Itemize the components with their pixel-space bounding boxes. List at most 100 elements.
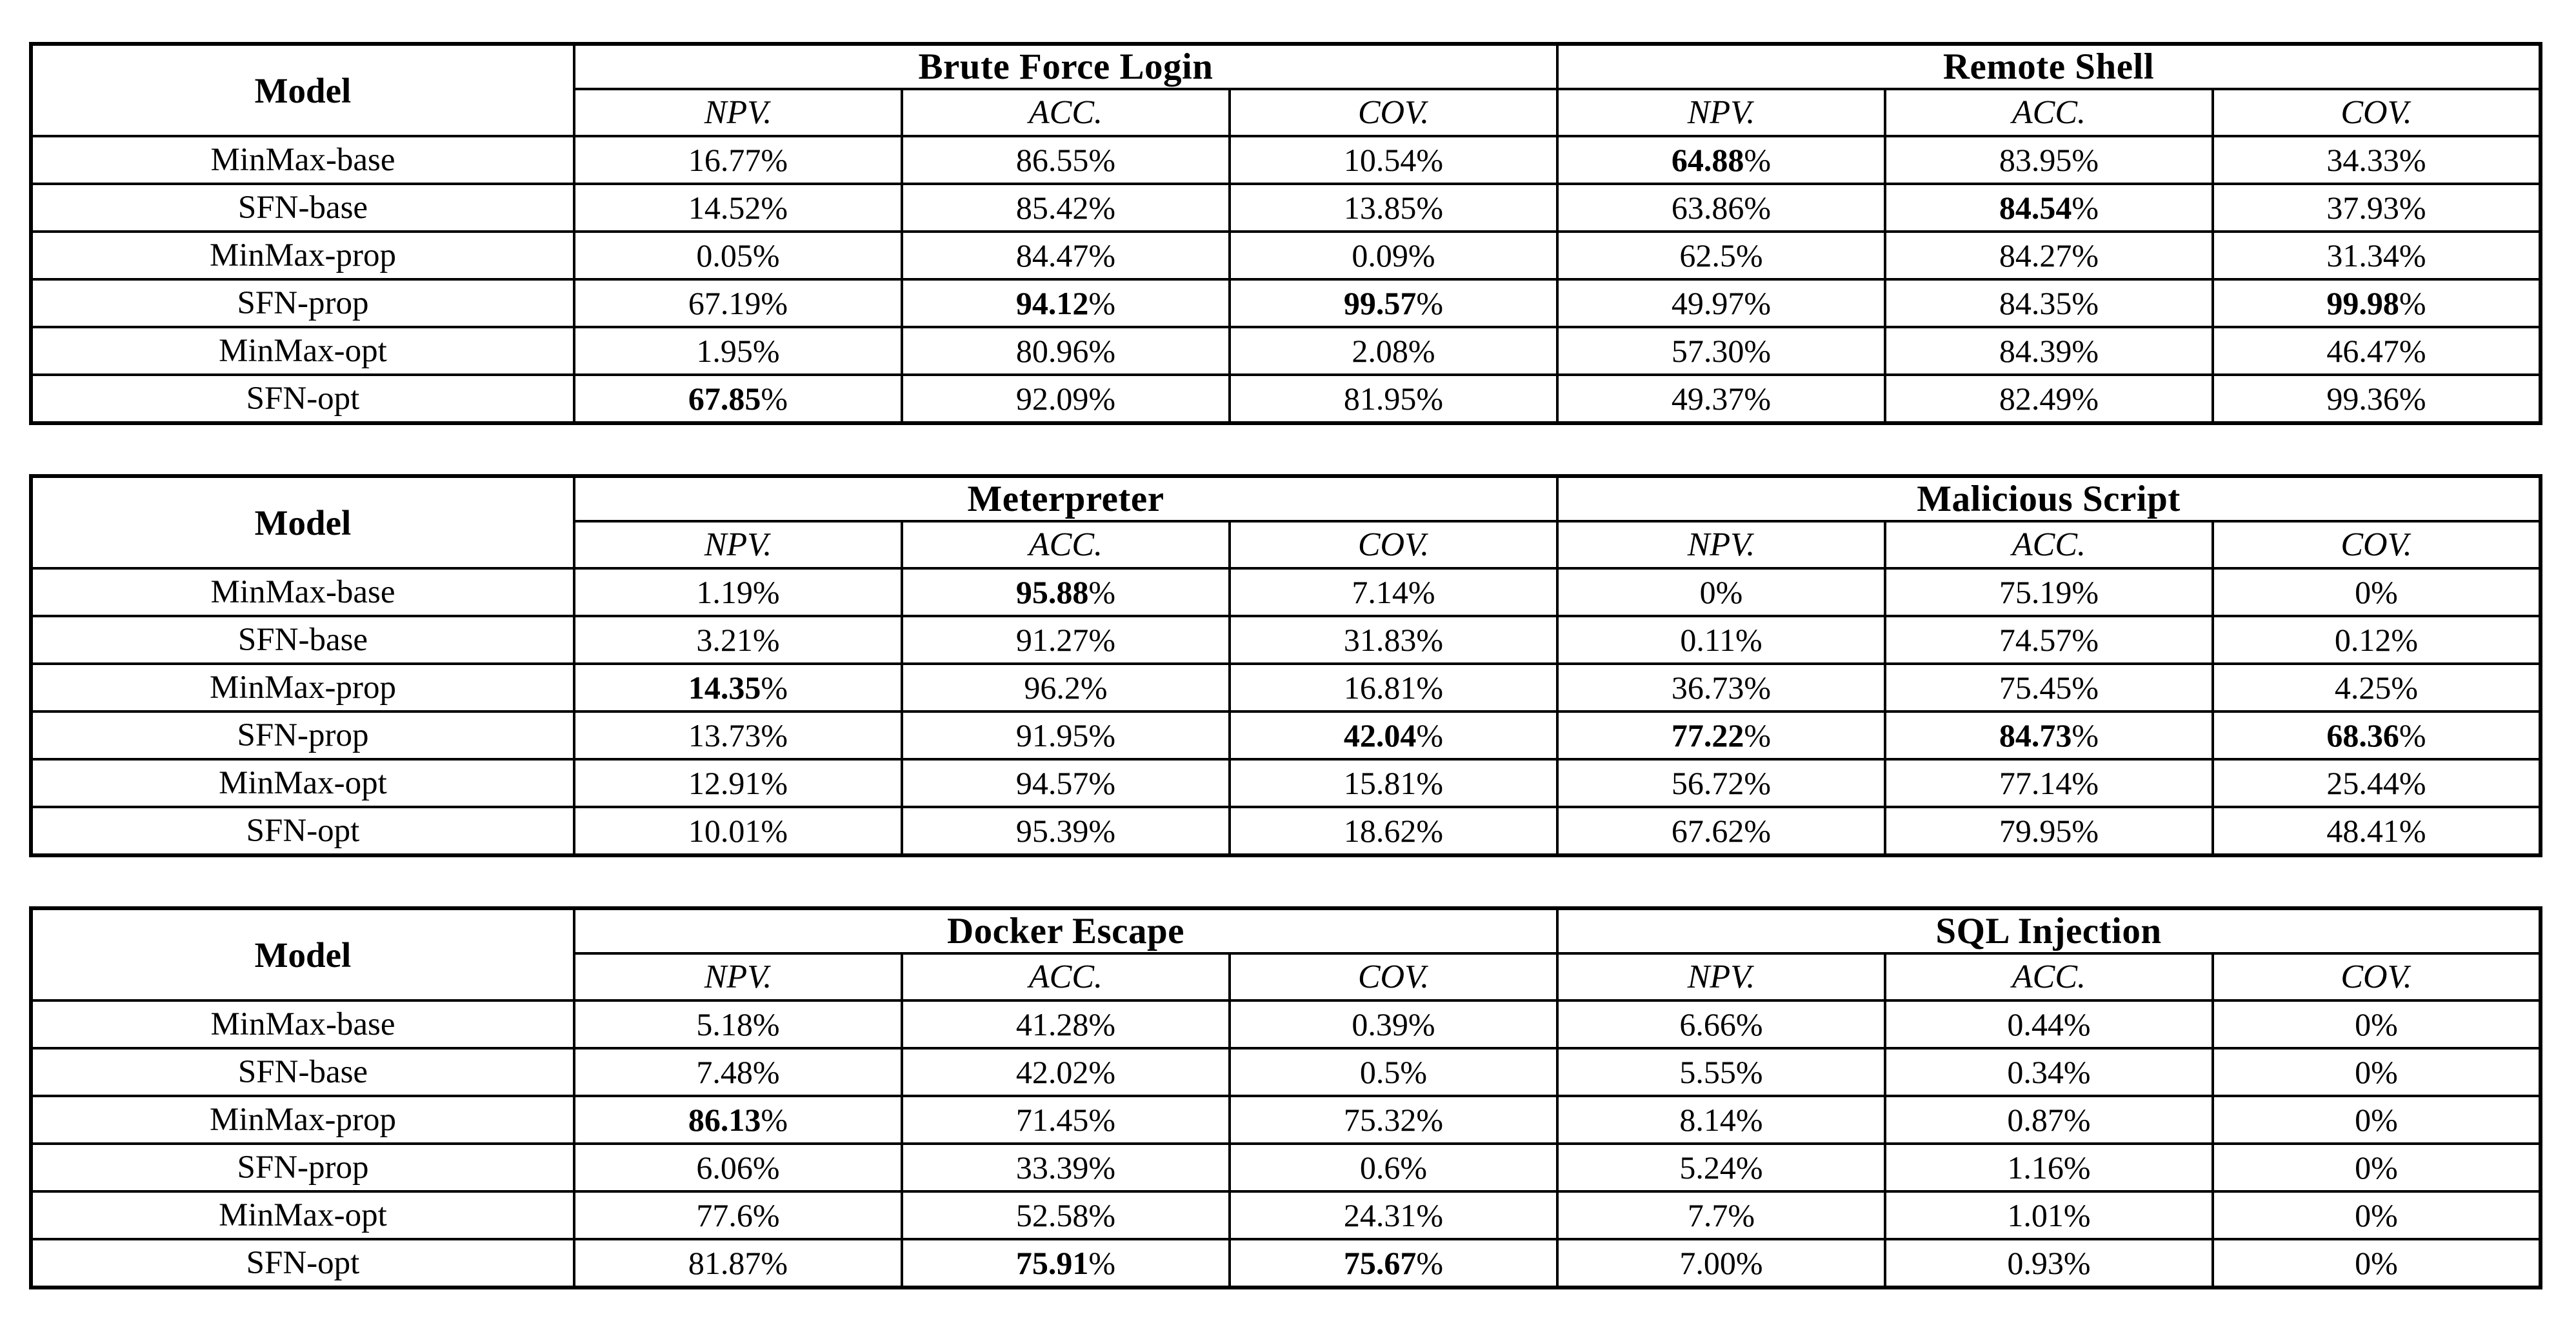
model-cell: MinMax-base: [30, 135, 575, 185]
value-cell: 0.44%: [1884, 999, 2214, 1049]
value-cell: 0.87%: [1884, 1095, 2214, 1145]
results-table-1: Model Brute Force Login Remote Shell NPV. AC…: [29, 42, 2542, 425]
value-cell: 91.27%: [901, 615, 1231, 665]
value-cell: 63.86%: [1556, 183, 1886, 233]
value-cell: 95.88%: [901, 567, 1231, 617]
metric-header: ACC.: [901, 88, 1231, 137]
value-cell: 94.12%: [901, 278, 1231, 328]
value-cell: 13.73%: [573, 710, 903, 761]
percent-sign: %: [1744, 717, 1772, 753]
table-row: MinMax-prop 86.13% 71.45% 75.32% 8.14% 0.87% 0…: [30, 1095, 2542, 1145]
value-cell: 75.32%: [1228, 1095, 1559, 1145]
metric-header: NPV.: [1556, 520, 1886, 570]
value-number: 84.54: [1999, 190, 2072, 226]
value-cell: 5.55%: [1556, 1047, 1886, 1097]
percent-sign: %: [1416, 285, 1444, 321]
table-row: SFN-base 7.48% 42.02% 0.5% 5.55% 0.34% 0%: [30, 1047, 2542, 1097]
percent-sign: %: [2072, 190, 2099, 226]
value-cell: 77.14%: [1884, 758, 2214, 808]
table-row: SFN-prop 67.19% 94.12% 99.57% 49.97% 84.35% 99…: [30, 278, 2542, 328]
value-cell: 0.39%: [1228, 999, 1559, 1049]
value-cell: 48.41%: [2212, 806, 2542, 857]
value-cell: 77.22%: [1556, 710, 1886, 761]
value-cell: 6.06%: [573, 1142, 903, 1193]
value-cell: 85.42%: [901, 183, 1231, 233]
value-cell: 12.91%: [573, 758, 903, 808]
value-cell: 5.24%: [1556, 1142, 1886, 1193]
value-cell: 7.48%: [573, 1047, 903, 1097]
value-cell: 92.09%: [901, 373, 1231, 424]
value-cell: 0%: [2212, 1190, 2542, 1240]
value-cell: 96.2%: [901, 662, 1231, 713]
value-cell: 64.88%: [1556, 135, 1886, 185]
metric-header: COV.: [1228, 952, 1559, 1002]
model-cell: SFN-base: [30, 183, 575, 233]
value-cell: 46.47%: [2212, 326, 2542, 376]
value-number: 95.88: [1015, 574, 1089, 610]
header-title-row: Model Meterpreter Malicious Script: [30, 475, 2542, 570]
value-number: 67.85: [688, 381, 761, 417]
metric-header: COV.: [2212, 520, 2542, 570]
value-cell: 42.04%: [1228, 710, 1559, 761]
value-cell: 52.58%: [901, 1190, 1231, 1240]
model-cell: SFN-prop: [30, 278, 575, 328]
value-number: 99.57: [1343, 285, 1417, 321]
value-cell: 68.36%: [2212, 710, 2542, 761]
value-cell: 84.39%: [1884, 326, 2214, 376]
value-cell: 67.85%: [573, 373, 903, 424]
value-cell: 24.31%: [1228, 1190, 1559, 1240]
value-number: 84.73: [1999, 717, 2072, 753]
value-cell: 41.28%: [901, 999, 1231, 1049]
metric-header: ACC.: [1884, 952, 2214, 1002]
value-cell: 34.33%: [2212, 135, 2542, 185]
metric-header: COV.: [1228, 520, 1559, 570]
value-cell: 82.49%: [1884, 373, 2214, 424]
value-cell: 3.21%: [573, 615, 903, 665]
value-cell: 79.95%: [1884, 806, 2214, 857]
metric-header: NPV.: [1556, 88, 1886, 137]
model-cell: MinMax-prop: [30, 1095, 575, 1145]
percent-sign: %: [761, 381, 788, 417]
percent-sign: %: [2399, 285, 2426, 321]
value-cell: 25.44%: [2212, 758, 2542, 808]
metric-header: COV.: [1228, 88, 1559, 137]
model-cell: MinMax-base: [30, 999, 575, 1049]
value-cell: 0%: [2212, 1142, 2542, 1193]
value-cell: 56.72%: [1556, 758, 1886, 808]
value-cell: 8.14%: [1556, 1095, 1886, 1145]
table-row: SFN-opt 67.85% 92.09% 81.95% 49.37% 82.49% 99.…: [30, 373, 2542, 424]
value-cell: 15.81%: [1228, 758, 1559, 808]
value-cell: 0%: [2212, 999, 2542, 1049]
model-cell: SFN-opt: [30, 373, 575, 424]
percent-sign: %: [2072, 717, 2099, 753]
value-cell: 57.30%: [1556, 326, 1886, 376]
model-cell: MinMax-prop: [30, 230, 575, 281]
table-row: SFN-opt 10.01% 95.39% 18.62% 67.62% 79.95% 48.…: [30, 806, 2542, 857]
attack-title: Malicious Script: [1556, 475, 2542, 522]
attack-title: Remote Shell: [1556, 43, 2542, 90]
value-cell: 36.73%: [1556, 662, 1886, 713]
value-cell: 91.95%: [901, 710, 1231, 761]
value-cell: 67.62%: [1556, 806, 1886, 857]
value-cell: 99.98%: [2212, 278, 2542, 328]
metric-header: ACC.: [1884, 520, 2214, 570]
model-header-cell: Model: [30, 475, 575, 570]
model-cell: SFN-prop: [30, 710, 575, 761]
metric-header: ACC.: [901, 952, 1231, 1002]
value-cell: 81.95%: [1228, 373, 1559, 424]
percent-sign: %: [761, 1102, 788, 1138]
metric-header: COV.: [2212, 952, 2542, 1002]
value-number: 14.35: [688, 670, 761, 706]
table-row: MinMax-opt 77.6% 52.58% 24.31% 7.7% 1.01% 0%: [30, 1190, 2542, 1240]
value-cell: 31.83%: [1228, 615, 1559, 665]
value-cell: 84.47%: [901, 230, 1231, 281]
table-row: MinMax-base 5.18% 41.28% 0.39% 6.66% 0.44% 0%: [30, 999, 2542, 1049]
attack-title: Docker Escape: [573, 907, 1559, 955]
value-cell: 0.11%: [1556, 615, 1886, 665]
table-row: MinMax-prop 0.05% 84.47% 0.09% 62.5% 84.27% 31…: [30, 230, 2542, 281]
value-cell: 4.25%: [2212, 662, 2542, 713]
metric-header: NPV.: [573, 88, 903, 137]
value-cell: 1.95%: [573, 326, 903, 376]
table-row: MinMax-base 16.77% 86.55% 10.54% 64.88% 83.95…: [30, 135, 2542, 185]
value-cell: 84.27%: [1884, 230, 2214, 281]
